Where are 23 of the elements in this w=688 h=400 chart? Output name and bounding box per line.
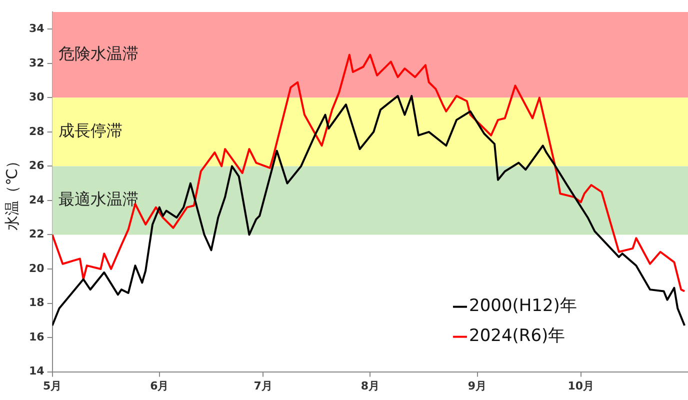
y-tick-label: 34 (28, 22, 45, 35)
y-tick-label: 16 (28, 330, 45, 344)
x-tick-label: 8月 (360, 379, 380, 392)
y-axis-title: 水温（℃） (2, 153, 21, 230)
y-tick-label: 18 (28, 296, 44, 310)
band-label: 成長停滞 (58, 121, 122, 140)
y-tick-label: 26 (28, 159, 45, 172)
legend-label: 2024(R6)年 (469, 326, 566, 346)
y-tick-label: 30 (28, 90, 45, 104)
y-tick-label: 20 (28, 262, 45, 275)
legend-label: 2000(H12)年 (469, 296, 577, 316)
x-tick-label: 10月 (568, 379, 594, 392)
x-tick-label: 9月 (468, 379, 487, 392)
y-tick-label: 24 (28, 193, 45, 206)
y-tick-label: 22 (28, 228, 44, 241)
band-label: 危険水温滞 (58, 44, 138, 63)
y-tick-label: 32 (28, 56, 44, 70)
x-tick-label: 7月 (254, 379, 272, 392)
band-label: 最適水温滞 (58, 190, 138, 209)
y-tick-label: 28 (28, 124, 44, 138)
y-tick-label: 14 (28, 364, 45, 378)
x-tick-label: 5月 (42, 379, 62, 392)
x-tick-label: 6月 (150, 379, 169, 392)
